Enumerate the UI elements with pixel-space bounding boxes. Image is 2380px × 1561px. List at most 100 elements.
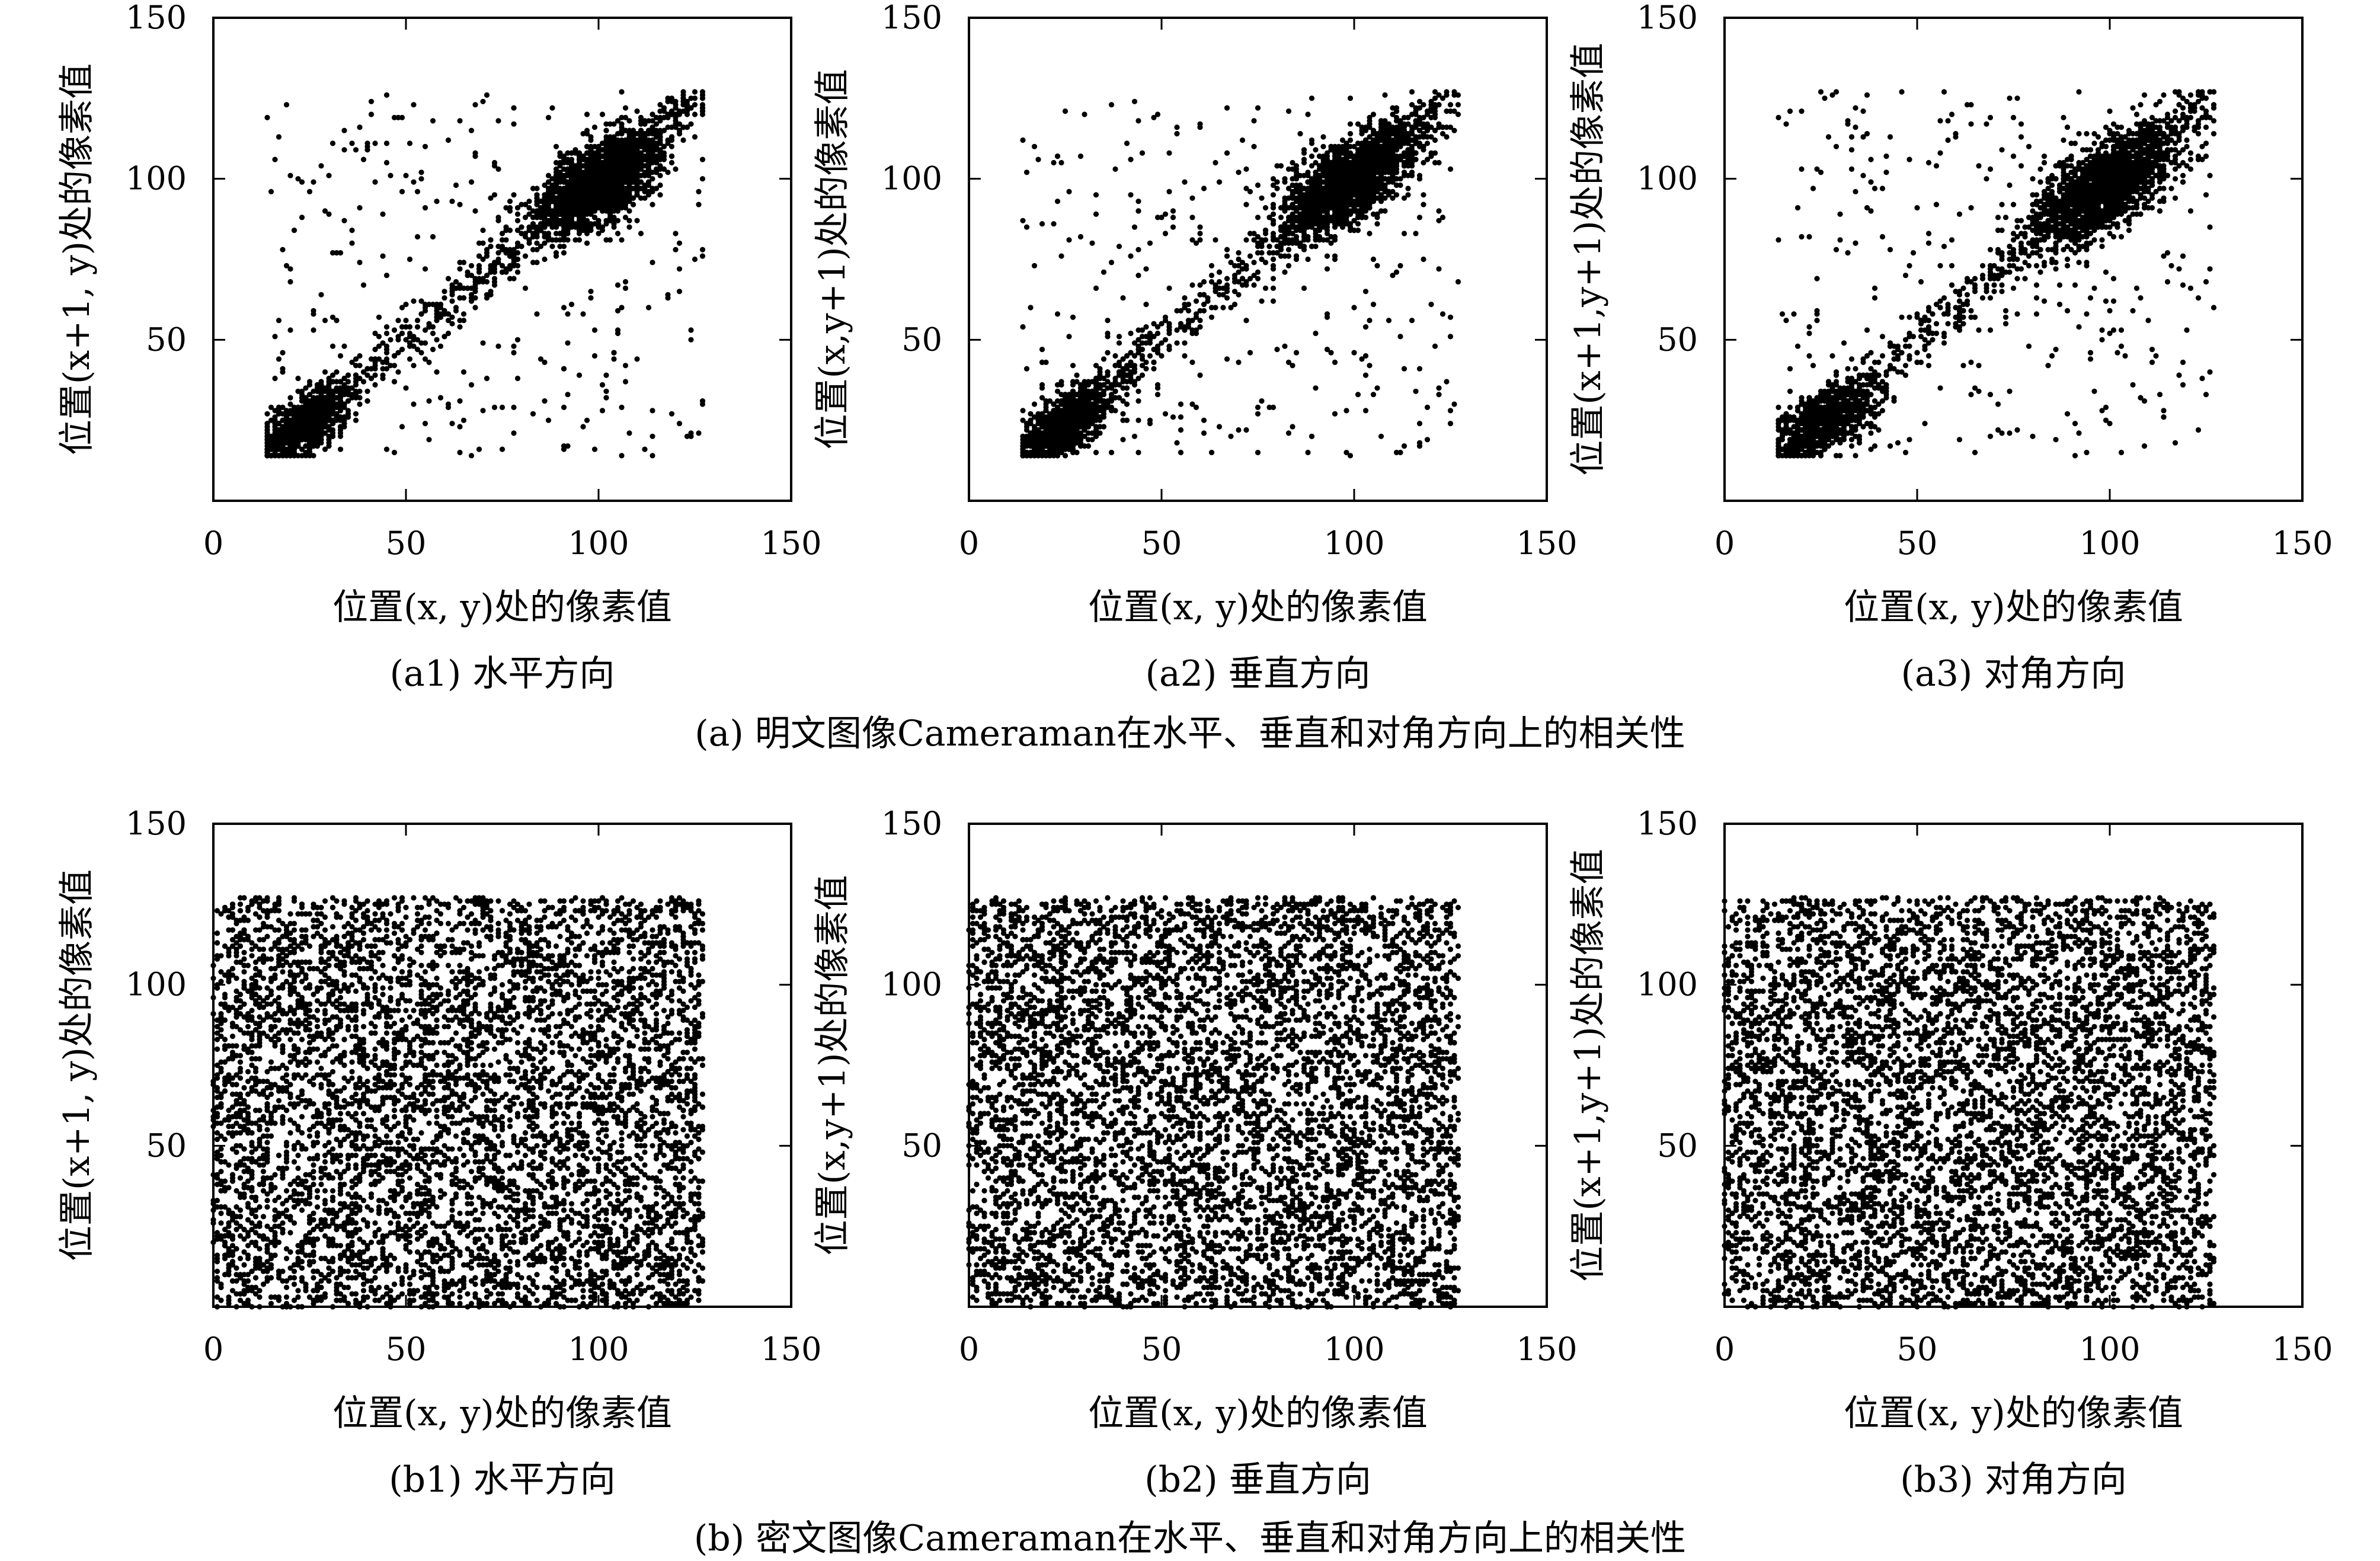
scatter-point [283,453,290,459]
scatter-point [611,150,617,156]
scatter-point [437,301,444,308]
scatter-point [553,250,559,256]
scatter-point [399,424,405,430]
scatter-point [460,417,467,423]
scatter-point [642,131,648,137]
scatter-point [468,179,475,185]
scatter-point [599,176,606,182]
scatter-point [650,111,655,117]
scatter-point [514,375,521,382]
scatter-point [561,305,567,311]
scatter-point [565,195,571,201]
scatter-point [534,311,540,317]
scatter-point [388,337,394,343]
scatter-point [357,353,363,359]
scatter-point [407,324,413,330]
scatter-point [414,347,421,353]
scatter-point [353,395,359,401]
scatter-point [507,199,513,204]
scatter-point [480,276,486,282]
scatter-point [545,179,552,185]
scatter-point [457,295,463,301]
scatter-point [330,388,336,394]
scatter-point [353,411,359,417]
scatter-point [372,179,378,185]
scatter-point [341,404,347,411]
scatter-point [534,192,540,198]
scatter-point [1416,176,1423,182]
scatter-point [445,318,452,324]
scatter-point [511,121,517,127]
scatter-point [322,318,328,324]
scatter-point [650,260,655,266]
scatter-point [692,256,698,263]
scatter-point [407,343,413,349]
scatter-point [638,195,644,201]
scatter-point [407,334,413,340]
scatter-point [264,114,270,120]
scatter-point [322,446,328,452]
scatter-point [568,179,575,185]
scatter-point [388,172,394,178]
scatter-point [657,166,663,172]
scatter-point [557,153,563,159]
scatter-point [1305,169,1311,175]
scatter-point [665,292,671,298]
y-tick-label: 150 [126,0,187,36]
scatter-point [596,185,602,191]
scatter-point [668,411,675,417]
scatter-point [622,279,629,285]
scatter-point [314,430,321,436]
scatter-point [534,240,540,246]
scatter-point [341,388,347,394]
scatter-point [1309,163,1315,169]
scatter-point [572,237,578,243]
scatter-point [692,95,698,101]
scatter-point [337,446,344,452]
scatter-point [411,179,417,185]
scatter-point [642,143,648,149]
scatter-point [383,324,390,330]
scatter-point [330,427,336,433]
scatter-point [280,366,286,372]
scatter-point [472,295,478,301]
scatter-point [414,233,421,240]
scatter-point [1390,111,1396,117]
scatter-point [588,289,594,295]
scatter-point [599,408,606,414]
scatter-point [615,308,621,314]
scatter-point [588,163,594,169]
scatter-point [688,105,694,111]
scatter-point [372,347,378,353]
scatter-point [283,102,290,108]
scatter-point [568,150,575,156]
scatter-point [642,195,648,201]
scatter-point [676,421,683,427]
scatter-point [418,169,424,175]
scatter-point [303,411,309,417]
scatter-point [372,382,378,388]
scatter-point [395,337,401,343]
scatter-point [364,147,370,153]
scatter-point [680,137,686,143]
scatter-point [295,414,301,420]
scatter-point [607,237,613,243]
scatter-point [699,108,706,114]
scatter-point [584,131,590,137]
scatter-point [383,273,390,279]
scatter-point [553,143,559,149]
scatter-point [565,172,571,178]
scatter-point [568,201,575,207]
scatter-point [306,453,313,459]
scatter-point [341,343,347,349]
scatter-point [668,134,675,140]
scatter-point [495,343,501,349]
scatter-point [484,253,490,259]
scatter-point [1270,192,1277,198]
scatter-point [561,185,567,191]
scatter-point [545,417,552,423]
scatter-point [1367,231,1373,236]
scatter-point [673,247,679,252]
scatter-point [480,228,486,233]
